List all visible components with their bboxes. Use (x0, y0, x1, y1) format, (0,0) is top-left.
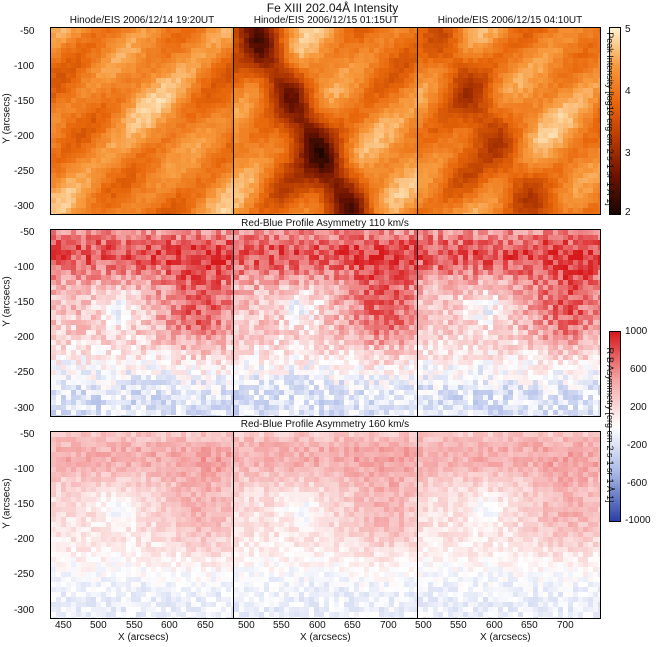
cbar-tick: 2 (625, 207, 631, 218)
cbar-tick: 200 (630, 402, 647, 413)
x-tick: 500 (90, 620, 107, 631)
x-axis-label: X (arcsecs) (300, 632, 351, 643)
y-axis-label: Y (arcsecs) (1, 276, 13, 327)
asym110-panel-1 (50, 229, 234, 417)
y-axis-label: Y (arcsecs) (1, 478, 13, 529)
y-tick: -150 (14, 297, 35, 308)
y-tick: -150 (14, 96, 35, 107)
y-tick: -200 (14, 131, 35, 142)
y-tick: -50 (20, 227, 35, 238)
x-tick: 650 (521, 620, 538, 631)
row-title-asym160: Red-Blue Profile Asymmetry 160 km/s (240, 419, 410, 430)
x-tick: 700 (380, 620, 397, 631)
x-tick: 700 (557, 620, 574, 631)
intensity-colorbar-label: Peak Intensity [log10 erg cm-2 s-1 sr-1 … (605, 32, 615, 206)
panel-title-1: Hinode/EIS 2006/12/14 19:20UT (69, 15, 215, 26)
asymmetry-colorbar (609, 331, 621, 522)
intensity-panel-1 (50, 27, 234, 215)
x-tick: 500 (415, 620, 432, 631)
x-tick: 550 (450, 620, 467, 631)
y-tick: -100 (14, 61, 35, 72)
figure-title: Fe XIII 202.04Å Intensity (266, 1, 399, 15)
intensity-panel-3 (417, 27, 601, 215)
x-tick: 550 (126, 620, 143, 631)
cbar-tick: -1000 (625, 515, 651, 526)
panel-title-3: Hinode/EIS 2006/12/15 04:10UT (437, 15, 583, 26)
asym110-panel-2 (233, 229, 418, 417)
y-tick: -100 (14, 464, 35, 475)
panel-title-2: Hinode/EIS 2006/12/15 01:15UT (253, 15, 399, 26)
cbar-tick: 5 (625, 24, 631, 35)
y-tick: -200 (14, 332, 35, 343)
y-tick: -300 (14, 201, 35, 212)
cbar-tick: 4 (625, 86, 631, 97)
x-tick: 450 (55, 620, 72, 631)
y-tick: -300 (14, 605, 35, 616)
y-tick: -50 (20, 26, 35, 37)
cbar-tick: 1000 (625, 326, 648, 337)
x-tick: 650 (344, 620, 361, 631)
intensity-panel-2 (233, 27, 418, 215)
x-axis-label: X (arcsecs) (480, 632, 531, 643)
asym160-panel-1 (50, 431, 234, 619)
y-tick: -150 (14, 499, 35, 510)
x-tick: 650 (197, 620, 214, 631)
cbar-tick: 3 (625, 148, 631, 159)
y-tick: -250 (14, 569, 35, 580)
asym160-panel-2 (233, 431, 418, 619)
row-title-asym110: Red-Blue Profile Asymmetry 110 km/s (241, 218, 409, 229)
cbar-tick: -600 (627, 478, 648, 489)
y-tick: -300 (14, 403, 35, 414)
x-tick: 500 (238, 620, 255, 631)
x-tick: 600 (486, 620, 503, 631)
x-tick: 600 (161, 620, 178, 631)
x-tick: 550 (273, 620, 290, 631)
y-tick: -200 (14, 534, 35, 545)
y-tick: -250 (14, 367, 35, 378)
y-tick: -100 (14, 262, 35, 273)
asymmetry-colorbar-label: R-B Asymmetry [erg cm-2 s-1 sr-1 Å-1] (605, 347, 615, 503)
y-tick: -250 (14, 166, 35, 177)
cbar-tick: 600 (630, 364, 647, 375)
y-tick: -50 (20, 429, 35, 440)
y-axis-label: Y (arcsecs) (1, 93, 13, 144)
asym110-panel-3 (417, 229, 601, 417)
x-tick: 600 (309, 620, 326, 631)
intensity-colorbar (609, 27, 621, 215)
x-axis-label: X (arcsecs) (118, 632, 169, 643)
asym160-panel-3 (417, 431, 601, 619)
cbar-tick: -200 (627, 440, 648, 451)
